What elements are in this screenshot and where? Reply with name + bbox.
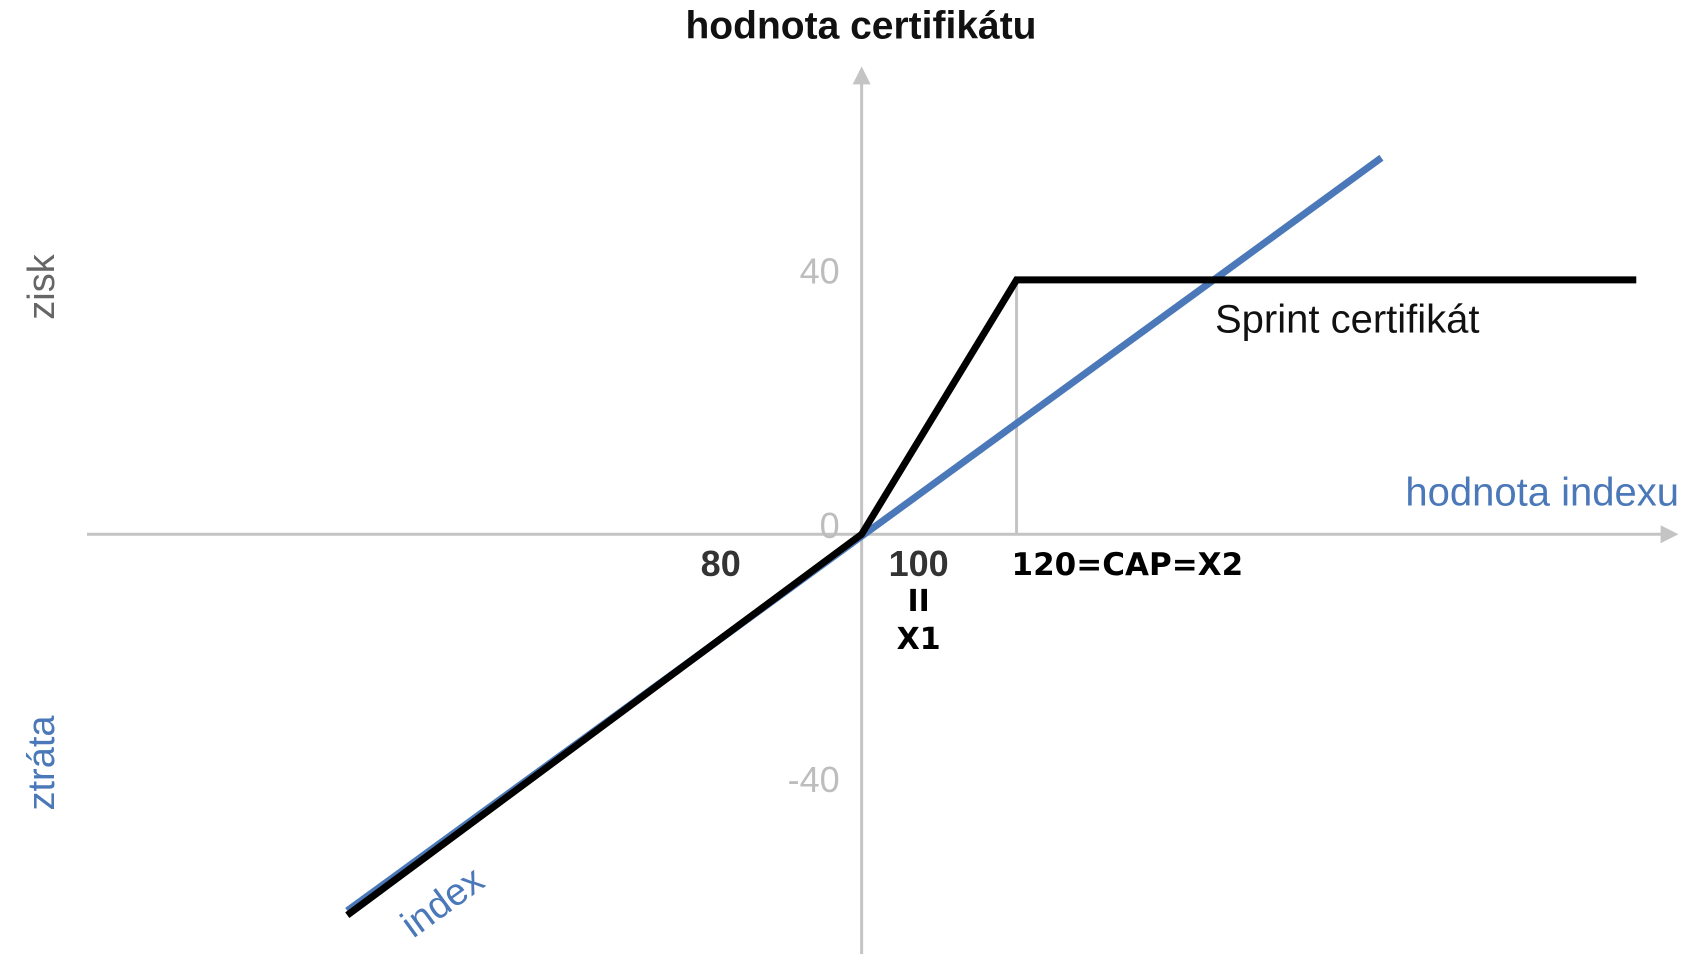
annotation: X1: [897, 622, 941, 657]
x-tick-label: 120=CAP=X2: [1012, 547, 1244, 583]
x-axis-label: hodnota indexu: [1405, 471, 1679, 515]
y-tick-label: -40: [788, 759, 840, 800]
y-tick-label: 0: [820, 505, 840, 546]
x-tick-label: 100: [889, 543, 949, 584]
loss-label: ztráta: [21, 715, 63, 811]
series-label: Sprint certifikát: [1215, 298, 1480, 342]
y-tick-label: 40: [800, 250, 840, 291]
x-tick-label: 80: [701, 543, 741, 584]
gain-label: zisk: [21, 253, 63, 319]
chart-title: hodnota certifikátu: [685, 4, 1036, 47]
annotation: II: [907, 584, 929, 619]
series-line: [345, 276, 1637, 919]
